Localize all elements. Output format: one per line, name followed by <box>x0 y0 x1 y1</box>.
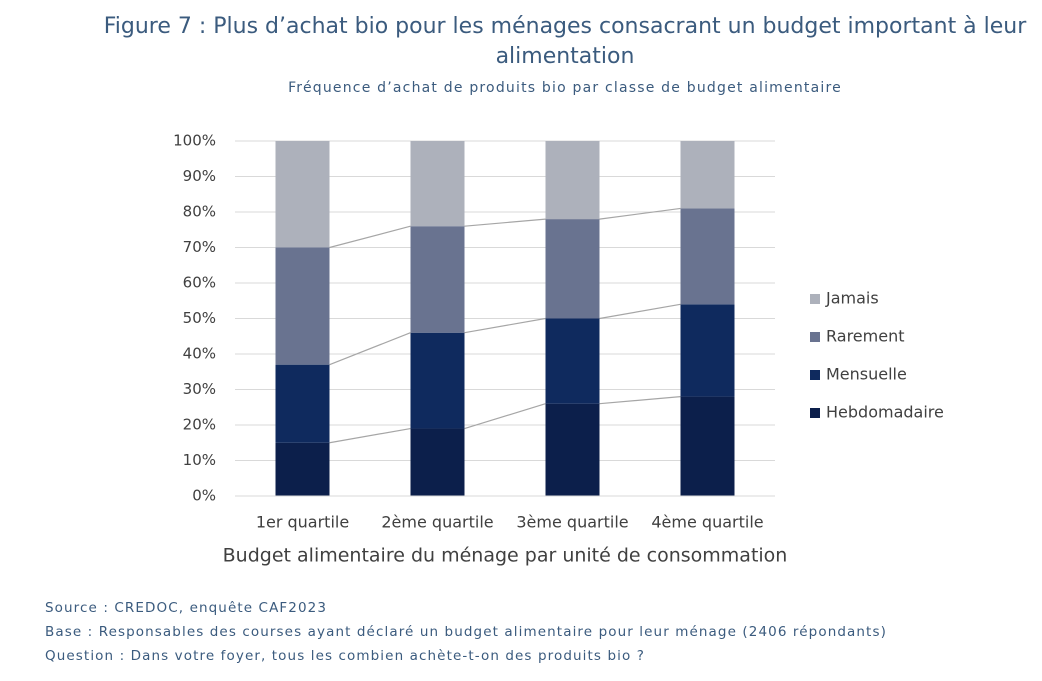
source-note: Source : CREDOC, enquête CAF2023 <box>45 600 328 616</box>
base-note: Base : Responsables des courses ayant dé… <box>45 624 887 640</box>
series-connector <box>464 317 546 334</box>
series-connector <box>464 403 546 430</box>
legend-label: Jamais <box>825 289 879 308</box>
x-axis-title: Budget alimentaire du ménage par unité d… <box>223 545 788 567</box>
legend-label: Rarement <box>826 327 904 346</box>
y-tick-label: 30% <box>183 380 216 398</box>
legend-swatch <box>810 370 820 380</box>
legend-label: Hebdomadaire <box>826 403 944 422</box>
bar-segment <box>275 364 330 443</box>
bar-segment <box>680 141 735 209</box>
bar-segment <box>410 332 465 429</box>
legend-swatch <box>810 408 820 418</box>
y-tick-label: 50% <box>183 309 216 327</box>
bar-segment <box>545 141 600 220</box>
series-connector <box>599 207 681 220</box>
bar-segment <box>680 396 735 496</box>
x-tick-label: 1er quartile <box>256 513 349 532</box>
y-tick-label: 70% <box>183 238 216 256</box>
bar-segment <box>275 442 330 496</box>
bar-segment <box>545 318 600 404</box>
chart-subtitle: Fréquence d’achat de produits bio par cl… <box>288 80 842 96</box>
question-note: Question : Dans votre foyer, tous les co… <box>45 648 645 664</box>
bar-segment <box>410 226 465 333</box>
series-connector <box>329 225 411 249</box>
bar-segment <box>275 247 330 365</box>
y-tick-label: 0% <box>192 487 216 505</box>
series-connector <box>329 332 411 366</box>
bar-segment <box>545 219 600 319</box>
bar-segment <box>275 141 330 248</box>
bar-segment <box>410 141 465 227</box>
bar-segment <box>680 304 735 397</box>
legend-swatch <box>810 294 820 304</box>
y-tick-label: 20% <box>183 416 216 434</box>
y-tick-label: 60% <box>183 274 216 292</box>
y-tick-label: 90% <box>183 167 216 185</box>
chart-title: Figure 7 : Plus d’achat bio pour les mén… <box>103 14 1027 69</box>
y-tick-label: 80% <box>183 203 216 221</box>
bar-segment <box>680 208 735 305</box>
y-tick-label: 100% <box>173 132 216 150</box>
bar-segment <box>410 428 465 496</box>
x-tick-label: 2ème quartile <box>381 513 493 532</box>
x-tick-label: 4ème quartile <box>651 513 763 532</box>
series-connector <box>599 303 681 320</box>
series-connector <box>329 427 411 444</box>
x-tick-label: 3ème quartile <box>516 513 628 532</box>
legend-label: Mensuelle <box>826 365 907 384</box>
series-connector <box>464 218 546 227</box>
bar-segment <box>545 403 600 496</box>
y-tick-label: 40% <box>183 345 216 363</box>
legend-swatch <box>810 332 820 342</box>
y-tick-label: 10% <box>183 451 216 469</box>
series-connector <box>599 396 681 405</box>
